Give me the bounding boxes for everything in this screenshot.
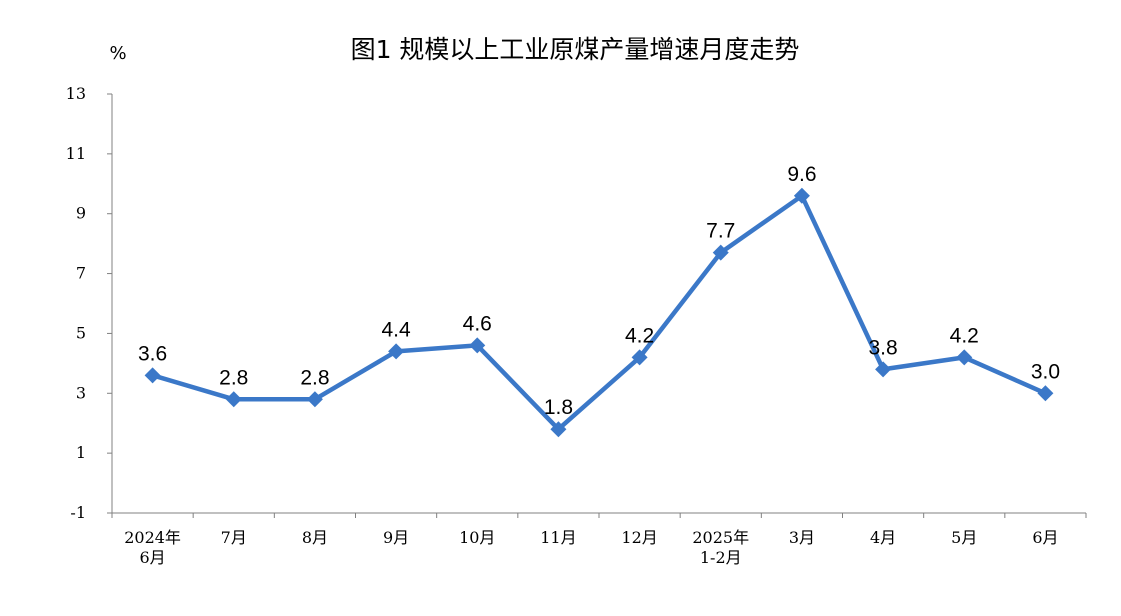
- data-point: [388, 343, 405, 360]
- data-point: [712, 244, 729, 261]
- x-tick-label: 4月: [870, 528, 896, 547]
- data-point: [956, 349, 973, 366]
- x-tick-label: 7月: [221, 528, 247, 547]
- data-point: [469, 337, 486, 354]
- series-group: [144, 187, 1054, 438]
- x-tick-label: 11月: [540, 528, 576, 547]
- data-point: [631, 349, 648, 366]
- y-tick-label: -1: [70, 503, 86, 522]
- y-axis-unit-label: %: [109, 43, 126, 64]
- data-point: [144, 367, 161, 384]
- x-tick-label: 3月: [789, 528, 815, 547]
- chart-title: 图1 规模以上工业原煤产量增速月度走势: [351, 35, 800, 64]
- x-tick-label: 9月: [383, 528, 409, 547]
- data-label: 4.2: [625, 324, 654, 347]
- data-point: [1037, 385, 1054, 402]
- y-tick-label: 3: [76, 383, 86, 402]
- x-tick-label: 5月: [951, 528, 977, 547]
- x-axis-ticks: 2024年 6月 7月 8月 9月 10月 11月 12月 2025年 1-2月 3月 4月 5月 6月: [111, 513, 1087, 567]
- x-tick-label: 12月: [621, 528, 657, 547]
- data-label: 4.2: [950, 324, 979, 347]
- data-label: 1.8: [544, 396, 573, 419]
- y-tick-label: 13: [66, 84, 86, 103]
- x-tick-label: 2025年 1-2月: [692, 528, 749, 567]
- data-point: [306, 391, 323, 408]
- data-label: 2.8: [300, 366, 329, 389]
- data-label: 4.6: [463, 312, 492, 335]
- data-label: 9.6: [787, 163, 816, 186]
- x-tick-label: 6月: [1032, 528, 1058, 547]
- data-label: 3.0: [1031, 360, 1060, 383]
- data-label: 4.4: [381, 318, 411, 341]
- y-tick-label: 5: [76, 323, 86, 342]
- data-labels: 3.6 2.8 2.8 4.4 4.6 1.8 4.2 7.7 9.6 3.8 4.2 3.0: [138, 163, 1060, 419]
- data-label: 7.7: [706, 220, 735, 243]
- data-label: 2.8: [219, 366, 248, 389]
- data-point: [875, 361, 892, 378]
- series-line: [150, 193, 1048, 432]
- y-tick-label: 11: [66, 144, 86, 163]
- data-point: [793, 187, 810, 204]
- axes: [111, 94, 1086, 514]
- data-label: 3.8: [868, 336, 897, 359]
- data-label: 3.6: [138, 342, 167, 365]
- x-tick-label: 8月: [302, 528, 328, 547]
- x-tick-label: 10月: [459, 528, 495, 547]
- x-tick-label: 2024年 6月: [124, 528, 181, 567]
- data-point: [225, 391, 242, 408]
- y-tick-label: 9: [76, 204, 86, 223]
- data-point: [550, 421, 567, 438]
- y-tick-label: 1: [76, 443, 86, 462]
- y-tick-label: 7: [76, 264, 86, 283]
